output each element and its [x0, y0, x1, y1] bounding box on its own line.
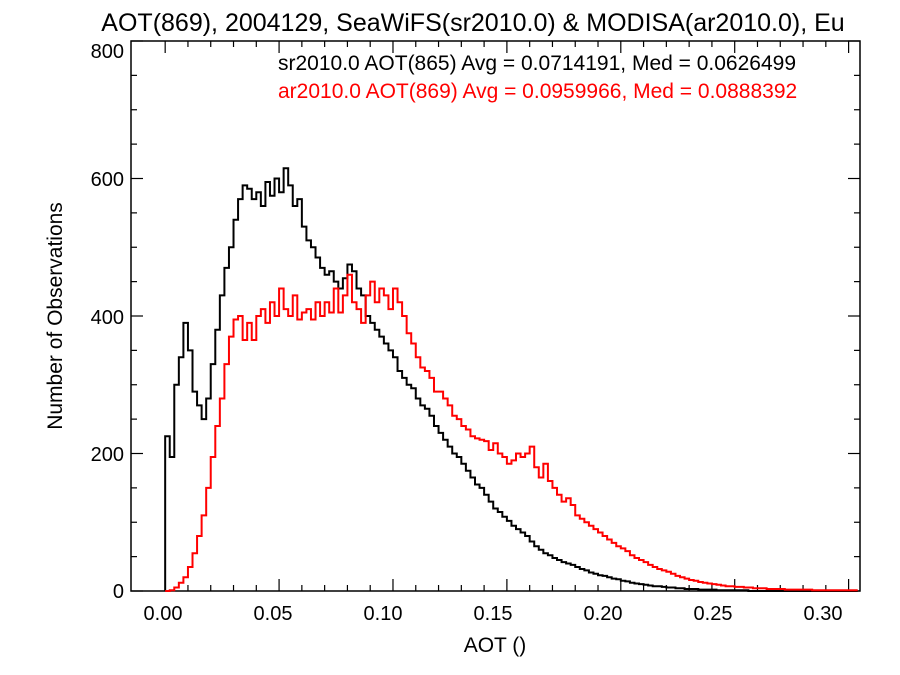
x-tick-label: 0.00: [144, 603, 183, 625]
legend-entry-sr2010: sr2010.0 AOT(865) Avg = 0.0714191, Med =…: [278, 52, 796, 75]
y-tick-label: 600: [91, 169, 124, 191]
x-tick-label: 0.25: [694, 603, 733, 625]
series-line-ar2010: [165, 273, 858, 592]
x-axis: 0.00 0.05 0.10 0.15 0.20 0.25 0.30 AOT (…: [144, 603, 843, 657]
chart-title: AOT(869), 2004129, SeaWiFS(sr2010.0) & M…: [101, 9, 844, 37]
x-axis-title: AOT (): [464, 634, 527, 657]
x-tick-label: 0.30: [804, 603, 843, 625]
series-line-sr2010: [164, 167, 858, 592]
y-tick-label: 0: [113, 581, 124, 603]
plot-area: [130, 40, 861, 592]
legend-entry-ar2010: ar2010.0 AOT(869) Avg = 0.0959966, Med =…: [278, 80, 797, 103]
x-tick-label: 0.10: [364, 603, 403, 625]
x-tick-label: 0.05: [254, 603, 293, 625]
x-tick-label: 0.15: [474, 603, 513, 625]
x-tick-label: 0.20: [584, 603, 623, 625]
axis-ticks: [131, 40, 860, 592]
y-axis-title: Number of Observations: [44, 202, 67, 430]
y-axis: 0 200 400 600 800 Number of Observations: [44, 41, 124, 603]
y-tick-label: 200: [91, 444, 124, 466]
series-layer: [164, 167, 858, 592]
y-tick-label: 800: [91, 41, 124, 63]
legend: sr2010.0 AOT(865) Avg = 0.0714191, Med =…: [278, 52, 797, 103]
y-tick-label: 400: [91, 307, 124, 329]
